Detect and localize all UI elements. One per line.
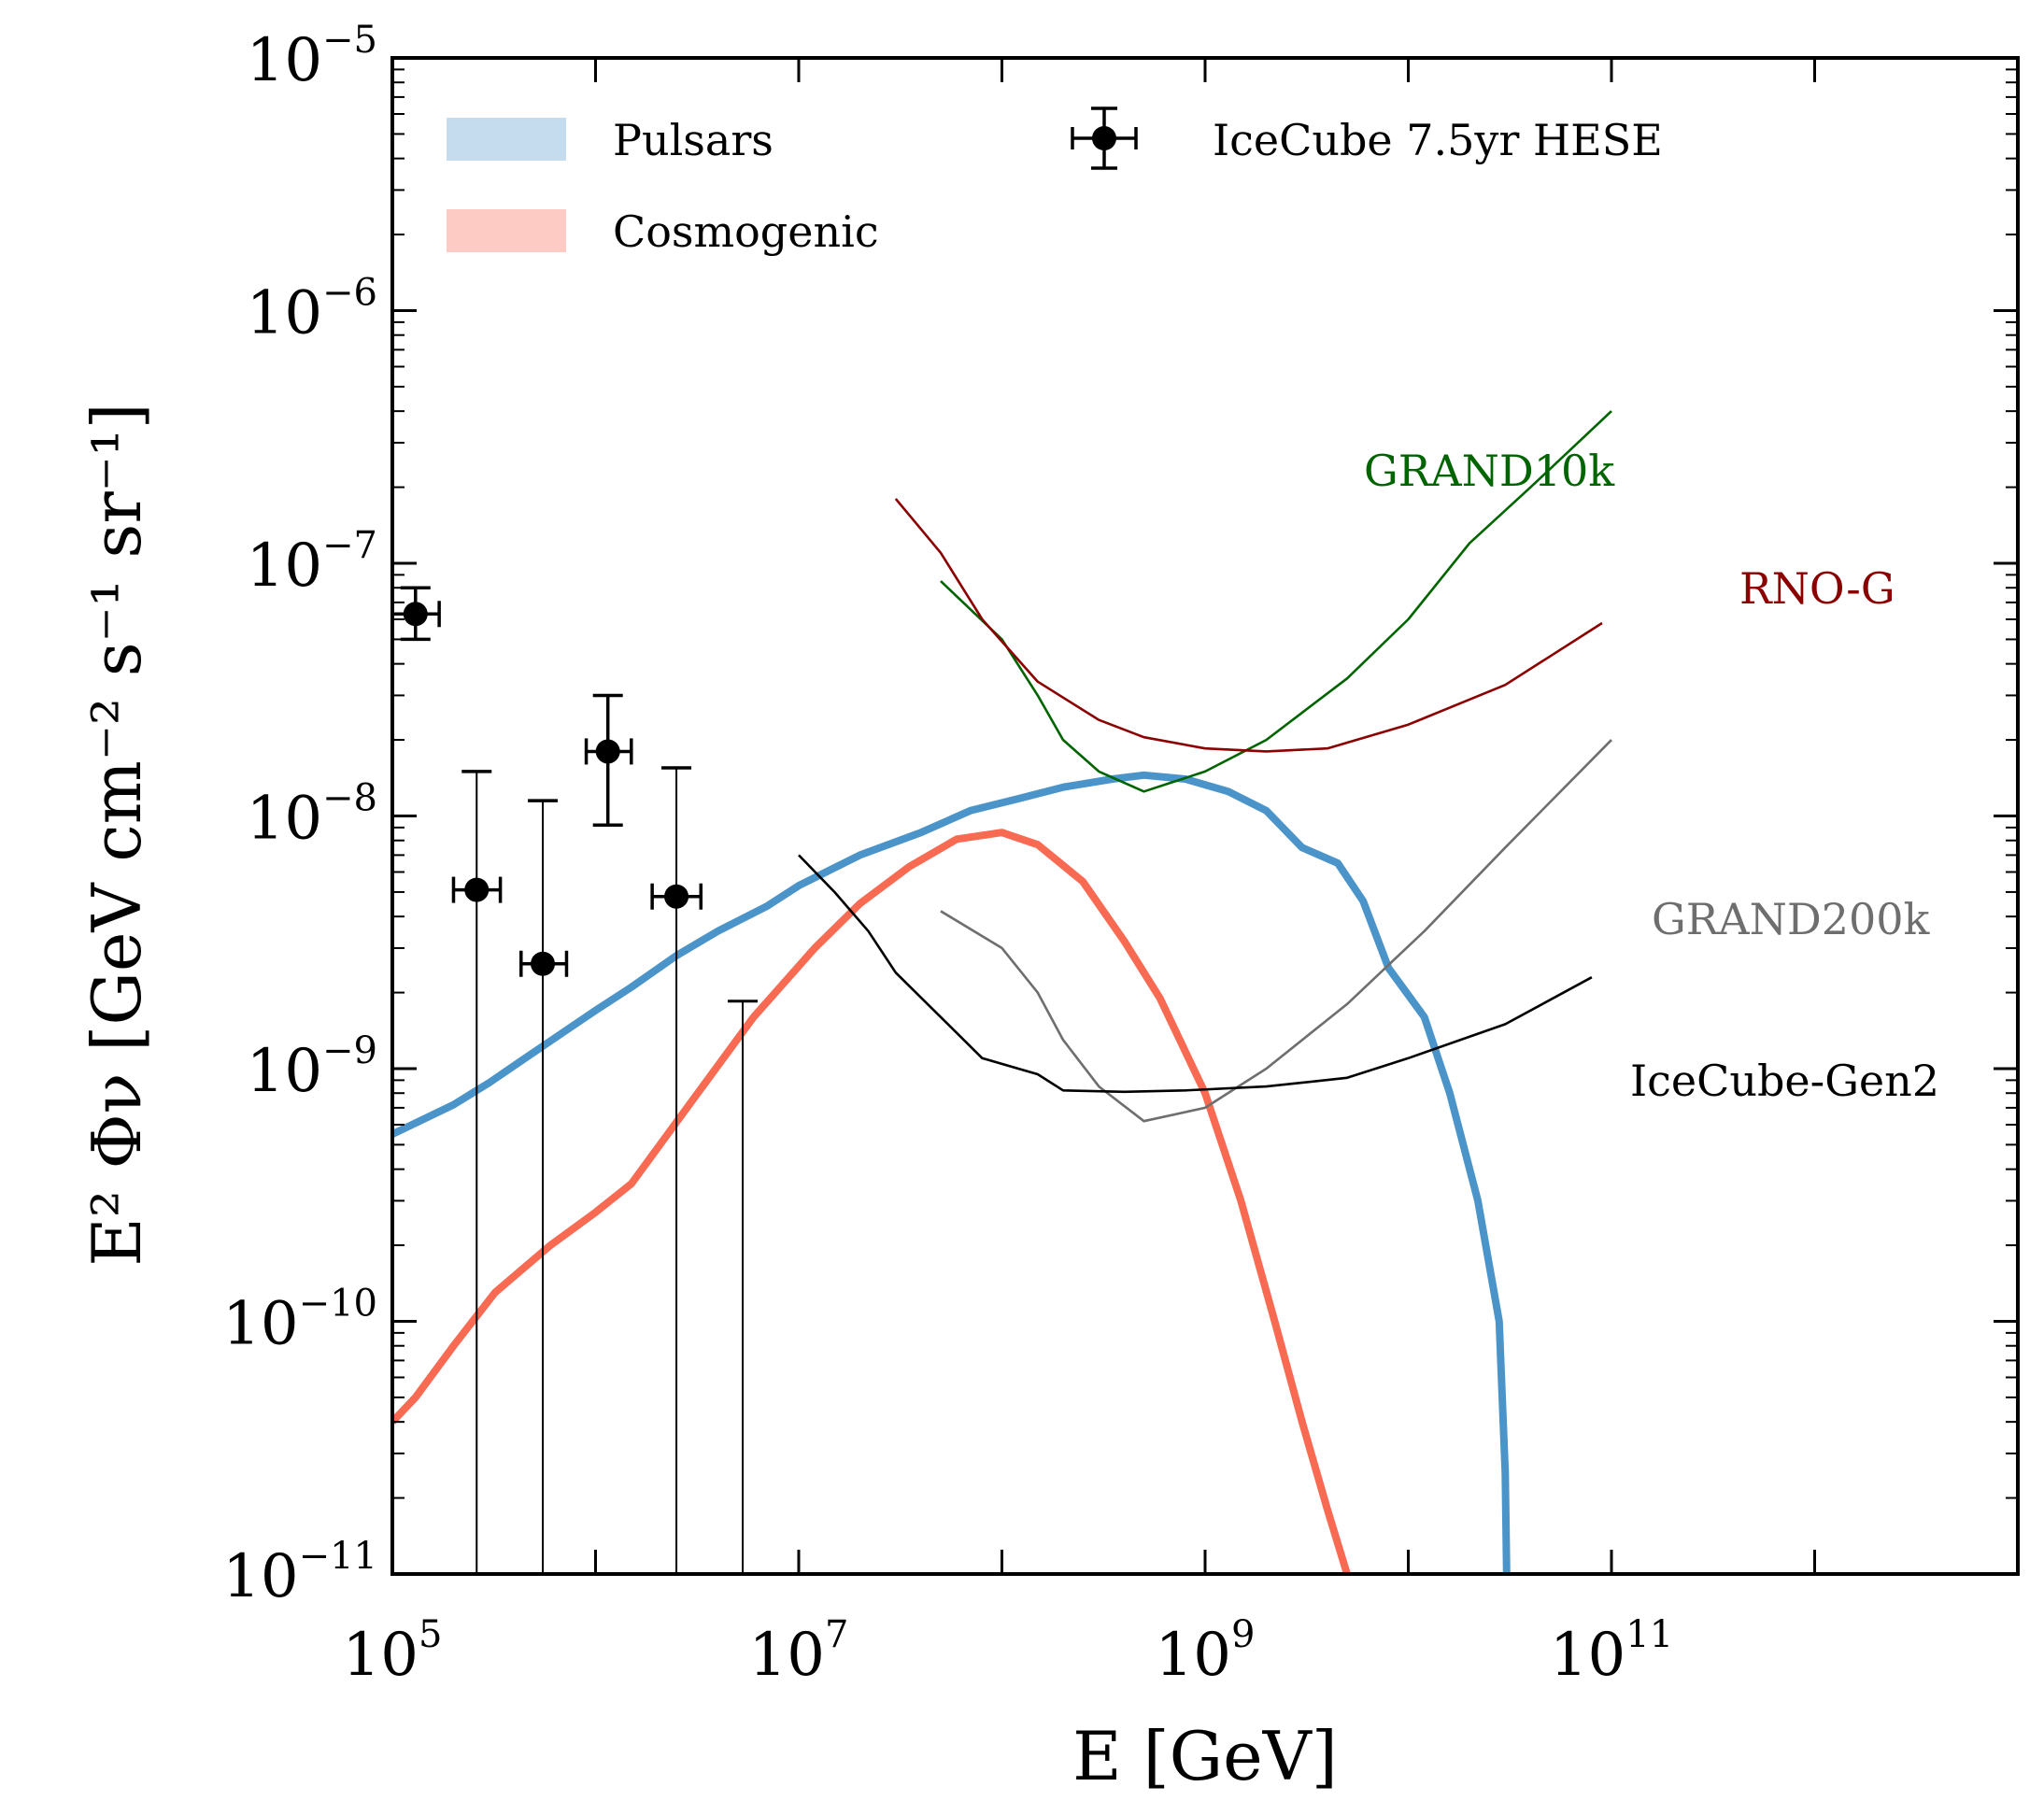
- x-tick-label: 109: [1156, 1613, 1256, 1690]
- series-line-grand200k: [941, 740, 1611, 1121]
- hese-point-4: [587, 695, 632, 825]
- plot-frame: [392, 58, 2018, 1574]
- axes: 105 107 109 1011 10−11 10−10 10−9 10−8 10−7 10−6 1…: [222, 19, 2018, 1690]
- x-tick-label: 1011: [1550, 1613, 1673, 1690]
- legend-item-cosmogenic: Cosmogenic: [447, 206, 879, 257]
- y-tick-label: 10−9: [247, 1029, 377, 1106]
- hese-point-6: [728, 1001, 758, 1574]
- y-axis-title: E² Φν [GeV cm⁻² s⁻¹ sr⁻¹]: [78, 403, 156, 1266]
- legend-marker: [1092, 126, 1116, 150]
- series-line-cosmogenic: [392, 832, 1347, 1574]
- hese-marker: [404, 602, 428, 626]
- series-line-rno-g: [896, 499, 1602, 752]
- hese-marker: [664, 885, 688, 909]
- curve-label-grand10k: GRAND10k: [1364, 446, 1615, 496]
- legend-label: Cosmogenic: [613, 206, 879, 257]
- y-tick-label: 10−5: [247, 19, 377, 95]
- curve-label-rno-g: RNO-G: [1739, 563, 1895, 614]
- hese-point-5: [652, 768, 701, 1574]
- hese-marker: [596, 739, 620, 763]
- y-tick-label: 10−6: [247, 272, 377, 348]
- y-tick-label: 10−7: [247, 524, 377, 601]
- series-line-icecube-gen2: [799, 855, 1592, 1091]
- legend-item-pulsars: Pulsars: [447, 115, 774, 165]
- plot-area: GRAND10k RNO-G GRAND200k IceCube-Gen2: [392, 411, 1939, 1574]
- hese-marker: [531, 952, 555, 976]
- x-axis-title: E [GeV]: [1072, 1717, 1338, 1795]
- curve-label-grand200k: GRAND200k: [1652, 894, 1931, 944]
- legend-label: Pulsars: [613, 115, 774, 165]
- x-tick-label: 107: [749, 1613, 849, 1690]
- legend-label: IceCube 7.5yr HESE: [1213, 115, 1663, 165]
- legend: Pulsars Cosmogenic IceCube 7.5yr HESE: [447, 108, 1663, 257]
- y-tick-label: 10−11: [222, 1535, 377, 1611]
- plot-clipped-group: [392, 411, 1611, 1574]
- hese-point-1: [392, 588, 439, 639]
- x-tick-label: 105: [343, 1613, 443, 1690]
- legend-swatch: [447, 118, 566, 161]
- legend-swatch: [447, 209, 566, 252]
- series-line-pulsars: [392, 775, 1507, 1574]
- hese-point-2: [453, 772, 500, 1574]
- y-tick-label: 10−8: [247, 777, 377, 854]
- hese-point-3: [521, 801, 567, 1574]
- hese-marker: [464, 878, 489, 902]
- y-tick-label: 10−10: [222, 1283, 377, 1359]
- legend-item-icecube-7-5yr-hese: IceCube 7.5yr HESE: [1072, 108, 1663, 168]
- curve-label-icecube-gen2: IceCube-Gen2: [1630, 1056, 1939, 1106]
